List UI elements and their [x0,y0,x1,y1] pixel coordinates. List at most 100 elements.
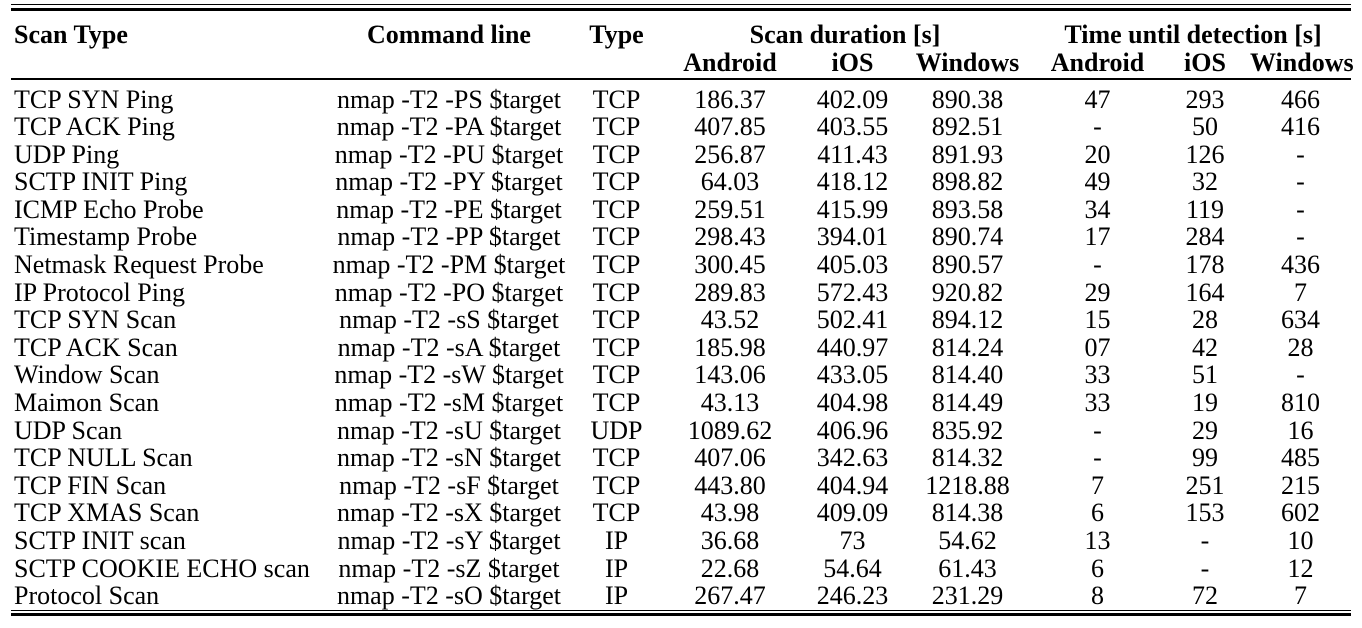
duration-android-cell: 407.06 [694,443,766,473]
command-line-cell: nmap -T2 -sX $target [336,498,562,528]
type-cell: TCP [592,470,641,500]
duration-ios-cell: 418.12 [816,167,889,197]
type-cell: TCP [592,360,641,390]
table-row: TCP ACK Scan nmap -T2 -sA $target TCP 185.9… [11,334,1351,362]
duration-ios-cell: 405.03 [816,250,889,280]
detection-ios-cell: 293 [1185,84,1225,114]
detection-ios-cell: 32 [1192,167,1219,197]
type-cell: TCP [592,332,641,362]
duration-windows-cell: 814.32 [931,443,1004,473]
type-cell: TCP [592,84,641,114]
duration-windows-cell: 1218.88 [925,470,1010,500]
duration-windows-cell: 61.43 [938,553,997,583]
duration-android-cell: 267.47 [694,581,766,611]
command-line-cell: nmap -T2 -sU $target [336,415,562,445]
header-row-groups: Scan Type Command line Type Scan duratio… [11,11,1351,50]
detection-windows-cell: 466 [1281,84,1321,114]
command-line-cell: nmap -T2 -PP $target [337,222,561,252]
detection-ios-cell: 19 [1192,388,1219,418]
type-cell: TCP [592,112,641,142]
scan-type-cell: TCP ACK Ping [14,112,175,142]
subheader-detection-android: Android [1050,47,1145,77]
header-command-line: Command line [367,19,531,49]
subheader-detection-ios: iOS [1184,47,1226,77]
detection-windows-cell: - [1296,360,1305,390]
detection-android-cell: 7 [1091,470,1105,500]
scan-results-table: Scan Type Command line Type Scan duratio… [11,0,1354,617]
table-bottom-rule [11,609,1351,617]
header-group-scan-duration: Scan duration [s] [749,19,941,49]
duration-windows-cell: 892.51 [931,112,1004,142]
detection-ios-cell: - [1200,526,1210,555]
scan-type-cell: TCP ACK Scan [14,332,178,362]
duration-ios-cell: 502.41 [816,305,889,335]
detection-ios-cell: 28 [1192,305,1219,335]
duration-windows-cell: 894.12 [931,305,1004,335]
detection-windows-cell: - [1296,222,1305,252]
table-row: Maimon Scan nmap -T2 -sM $target TCP 43.13 4… [11,389,1351,417]
table-row: Protocol Scan nmap -T2 -sO $target IP 267.4… [11,582,1351,610]
detection-android-cell: 13 [1084,526,1111,555]
command-line-cell: nmap -T2 -sY $target [337,526,561,555]
duration-android-cell: 300.45 [694,250,766,280]
duration-windows-cell: 890.74 [931,222,1004,252]
table-row: SCTP COOKIE ECHO scan nmap -T2 -sZ $targe… [11,553,1351,583]
duration-windows-cell: 893.58 [931,194,1004,224]
duration-windows-cell: 54.62 [938,526,997,555]
type-cell: UDP [590,415,643,445]
command-line-cell: nmap -T2 -PU $target [334,139,564,169]
command-line-cell: nmap -T2 -PA $target [336,112,562,142]
detection-ios-cell: 119 [1185,194,1225,224]
scan-type-cell: Netmask Request Probe [14,250,264,280]
duration-ios-cell: 246.23 [816,581,889,611]
table-row: UDP Scan nmap -T2 -sU $target UDP 1089.62 40… [11,417,1351,445]
type-cell: TCP [592,222,641,252]
duration-ios-cell: 394.01 [816,222,889,252]
table-row: Netmask Request Probe nmap -T2 -PM $targe… [11,251,1351,279]
duration-windows-cell: 891.93 [931,139,1004,169]
table-row: TCP NULL Scan nmap -T2 -sN $target TCP 407.… [11,444,1351,472]
duration-windows-cell: 814.38 [931,498,1004,528]
table-top-rule [11,4,1351,11]
duration-windows-cell: 920.82 [931,277,1004,307]
detection-android-cell: - [1093,443,1102,473]
detection-ios-cell: 251 [1185,470,1225,500]
table-row: TCP XMAS Scan nmap -T2 -sX $target TCP 43.9… [11,499,1351,527]
detection-android-cell: 20 [1084,139,1111,169]
duration-ios-cell: 54.64 [823,553,882,583]
scan-type-cell: Timestamp Probe [14,222,198,252]
detection-windows-cell: 810 [1281,388,1321,418]
detection-android-cell: 34 [1084,194,1111,224]
detection-windows-cell: 436 [1281,250,1321,280]
command-line-cell: nmap -T2 -PM $target [332,250,566,280]
command-line-cell: nmap -T2 -sS $target [339,305,559,335]
detection-ios-cell: 42 [1192,332,1219,362]
command-line-cell: nmap -T2 -PO $target [334,277,564,307]
header-row-platforms: Android iOS Windows Android iOS Windows [11,47,1353,79]
detection-windows-cell: 7 [1294,581,1308,611]
detection-android-cell: 6 [1091,498,1105,528]
duration-windows-cell: 814.49 [931,388,1004,418]
duration-android-cell: 186.37 [694,84,766,114]
detection-ios-cell: 284 [1185,222,1225,252]
duration-ios-cell: 409.09 [816,498,889,528]
duration-android-cell: 43.98 [700,498,760,528]
detection-android-cell: 49 [1084,167,1111,197]
table-row: IP Protocol Ping nmap -T2 -PO $target TCP 2… [11,279,1351,307]
header-scan-type: Scan Type [14,19,128,49]
command-line-cell: nmap -T2 -sO $target [336,581,562,611]
type-cell: TCP [592,443,641,473]
detection-windows-cell: 602 [1281,498,1321,528]
detection-windows-cell: 28 [1287,332,1314,362]
detection-android-cell: 29 [1084,277,1111,307]
scan-type-cell: Protocol Scan [14,581,160,611]
table-row: UDP Ping nmap -T2 -PU $target TCP 256.87 411… [11,141,1351,169]
duration-ios-cell: 572.43 [816,277,889,307]
scan-type-cell: TCP FIN Scan [14,470,167,500]
type-cell: TCP [592,250,641,280]
duration-android-cell: 407.85 [694,112,766,142]
detection-android-cell: 17 [1084,222,1111,252]
duration-ios-cell: 411.43 [817,139,888,169]
detection-ios-cell: 50 [1192,112,1219,142]
